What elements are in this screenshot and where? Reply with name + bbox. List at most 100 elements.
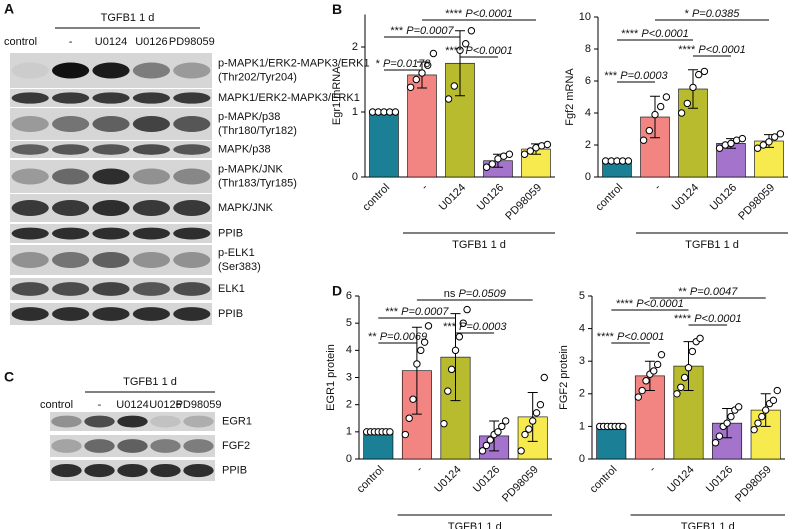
y-tick-label: 0 xyxy=(579,453,585,465)
y-tick-label: 0 xyxy=(352,171,358,183)
x-tick-label: U0126 xyxy=(704,464,735,495)
data-point xyxy=(653,360,662,369)
data-point xyxy=(386,428,394,436)
blot-band xyxy=(150,439,181,453)
data-point xyxy=(505,150,514,158)
x-tick-label: control xyxy=(360,182,392,214)
data-point xyxy=(526,147,534,155)
data-point xyxy=(715,432,724,440)
data-point xyxy=(447,365,456,374)
significance-label: **** P<0.0001 xyxy=(445,45,513,57)
p-value: P=0.0047 xyxy=(690,286,738,298)
blot-row-label: p-ELK1 xyxy=(218,247,255,259)
bar xyxy=(596,426,627,460)
blot-band xyxy=(173,116,211,132)
y-tick-label: 6 xyxy=(346,290,352,302)
y-axis-label: EGR1 protein xyxy=(325,344,337,411)
blot-band xyxy=(52,200,90,216)
blot-row-label: MAPK/p38 xyxy=(218,143,271,155)
y-tick-label: 5 xyxy=(579,290,585,302)
blot-band xyxy=(117,439,148,453)
y-tick-label: 2 xyxy=(579,388,585,400)
data-point xyxy=(498,422,506,431)
data-point xyxy=(406,83,415,92)
data-point xyxy=(638,386,646,395)
blot-band xyxy=(11,200,49,216)
blot-band xyxy=(173,144,211,155)
data-point xyxy=(765,138,773,146)
data-point xyxy=(642,377,650,385)
blot-band xyxy=(84,415,115,428)
data-point xyxy=(727,139,735,148)
x-tick-label: PD98059 xyxy=(736,182,777,223)
blot-band xyxy=(183,439,214,453)
y-tick-label: 1 xyxy=(579,420,585,432)
y-tick-label: 6 xyxy=(585,75,591,87)
significance-stars: **** xyxy=(674,313,692,325)
lane-label: control xyxy=(40,399,73,411)
blot-row-label: (Thr202/Tyr204) xyxy=(218,71,297,83)
blot-band xyxy=(92,144,130,155)
x-tick-label: U0124 xyxy=(432,464,463,495)
data-point xyxy=(424,322,433,330)
blot-band xyxy=(11,307,49,321)
significance-stars: ** xyxy=(368,331,377,343)
blot-row-label: (Thr180/Tyr182) xyxy=(218,125,297,137)
blot-band xyxy=(132,116,170,132)
data-point xyxy=(769,396,778,405)
data-point xyxy=(700,67,709,76)
data-point xyxy=(424,61,432,69)
blot-band xyxy=(11,116,49,132)
x-tick-label: PD98059 xyxy=(503,182,544,223)
panel-label: A xyxy=(4,1,14,17)
data-point xyxy=(750,425,758,434)
data-point xyxy=(409,395,417,403)
significance-stars: **** xyxy=(678,44,696,56)
p-value: P<0.0001 xyxy=(698,44,745,56)
p-value: P=0.0003 xyxy=(459,321,507,333)
data-point xyxy=(451,346,460,355)
data-point xyxy=(639,136,648,144)
x-tick-label: PD98059 xyxy=(500,464,541,505)
data-point xyxy=(405,414,413,422)
data-point xyxy=(662,93,671,101)
data-point xyxy=(711,439,720,447)
p-value: P=0.0007 xyxy=(401,306,449,318)
data-point xyxy=(482,163,491,171)
data-point xyxy=(723,419,731,427)
blot-band xyxy=(132,252,170,268)
blot-band xyxy=(132,307,170,321)
blot-band xyxy=(52,116,90,132)
blot-row-label: EGR1 xyxy=(222,415,252,427)
blot-band xyxy=(51,415,82,428)
blot-band xyxy=(52,62,90,79)
panel-label: B xyxy=(332,1,342,17)
y-tick-label: 10 xyxy=(579,11,591,23)
blot-band xyxy=(11,144,49,155)
significance-stars: ** xyxy=(678,286,687,298)
data-point xyxy=(773,386,781,395)
data-point xyxy=(677,383,685,391)
blot-band xyxy=(92,282,130,296)
significance-stars: ns xyxy=(444,288,456,300)
blot-band xyxy=(11,168,49,185)
significance-label: *** P=0.0003 xyxy=(443,321,507,333)
data-point xyxy=(420,338,429,346)
data-point xyxy=(412,75,420,84)
data-point xyxy=(754,419,762,427)
data-point xyxy=(459,319,467,327)
lane-label: U0124 xyxy=(116,399,148,411)
error-bar xyxy=(527,391,538,442)
x-tick-label: U0124 xyxy=(437,182,468,213)
blot-band xyxy=(183,463,214,478)
blot-band xyxy=(132,168,170,185)
significance-stars: *** xyxy=(390,25,404,37)
y-tick-label: 4 xyxy=(579,323,585,335)
data-point xyxy=(525,425,533,433)
significance-label: **** P<0.0001 xyxy=(678,44,746,56)
data-point xyxy=(715,144,724,152)
x-tick-label: - xyxy=(647,463,658,474)
lane-label: U0126 xyxy=(135,36,167,48)
blot-band xyxy=(150,463,181,478)
